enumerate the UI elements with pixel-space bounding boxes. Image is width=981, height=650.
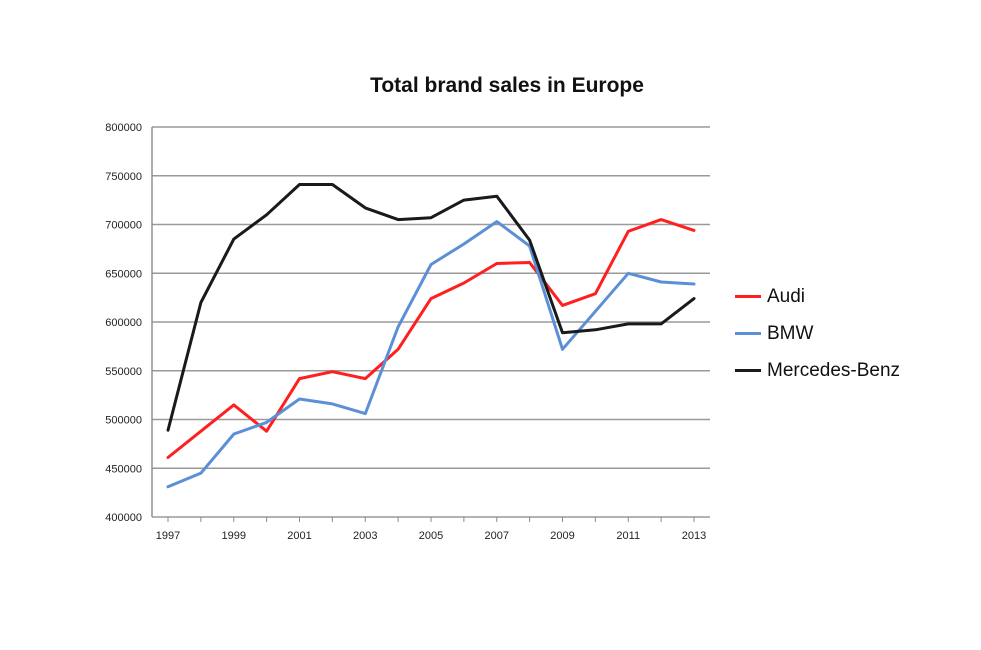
legend-swatch-bmw xyxy=(735,332,761,335)
legend-label-bmw: BMW xyxy=(767,322,814,344)
legend-item-audi: Audi xyxy=(735,278,900,315)
axes xyxy=(151,127,695,522)
legend-item-bmw: BMW xyxy=(735,315,900,352)
y-tick-label-450000: 450000 xyxy=(105,463,142,475)
y-tick-label-800000: 800000 xyxy=(105,122,142,134)
grid-lines xyxy=(152,126,710,518)
x-tick-label-2003: 2003 xyxy=(353,530,377,542)
x-tick-label-2011: 2011 xyxy=(616,530,640,542)
x-tick-labels: 1997 1999 2001 2003 2005 2007 2009 2011 2013 xyxy=(156,530,706,542)
legend-label-audi: Audi xyxy=(767,285,806,307)
x-tick-label-2007: 2007 xyxy=(485,530,509,542)
x-tick-label-2005: 2005 xyxy=(419,530,443,542)
legend-swatch-mercedes-benz xyxy=(735,369,761,372)
series-line-bmw xyxy=(166,220,696,489)
y-tick-labels: 800000 750000 700000 650000 600000 550000 5000… xyxy=(105,122,142,524)
y-tick-label-750000: 750000 xyxy=(105,171,142,183)
series-lines xyxy=(166,183,696,489)
y-tick-label-700000: 700000 xyxy=(105,220,142,232)
series-line-audi xyxy=(166,218,696,459)
x-tick-label-1999: 1999 xyxy=(222,530,246,542)
series-line-mercedes-benz xyxy=(166,183,696,432)
y-tick-label-500000: 500000 xyxy=(105,415,142,427)
x-tick-label-1997: 1997 xyxy=(156,530,180,542)
chart-title: Total brand sales in Europe xyxy=(370,74,644,97)
x-tick-label-2001: 2001 xyxy=(287,530,311,542)
legend-item-mercedes-benz: Mercedes-Benz xyxy=(735,352,900,389)
y-tick-label-550000: 550000 xyxy=(105,366,142,378)
x-tick-label-2009: 2009 xyxy=(550,530,574,542)
x-tick-label-2013: 2013 xyxy=(682,530,706,542)
legend-swatch-audi xyxy=(735,295,761,298)
y-tick-label-600000: 600000 xyxy=(105,317,142,329)
y-tick-label-400000: 400000 xyxy=(105,512,142,524)
legend: Audi BMW Mercedes-Benz xyxy=(735,278,900,389)
legend-label-mercedes-benz: Mercedes-Benz xyxy=(767,359,901,381)
y-tick-label-650000: 650000 xyxy=(105,268,142,280)
